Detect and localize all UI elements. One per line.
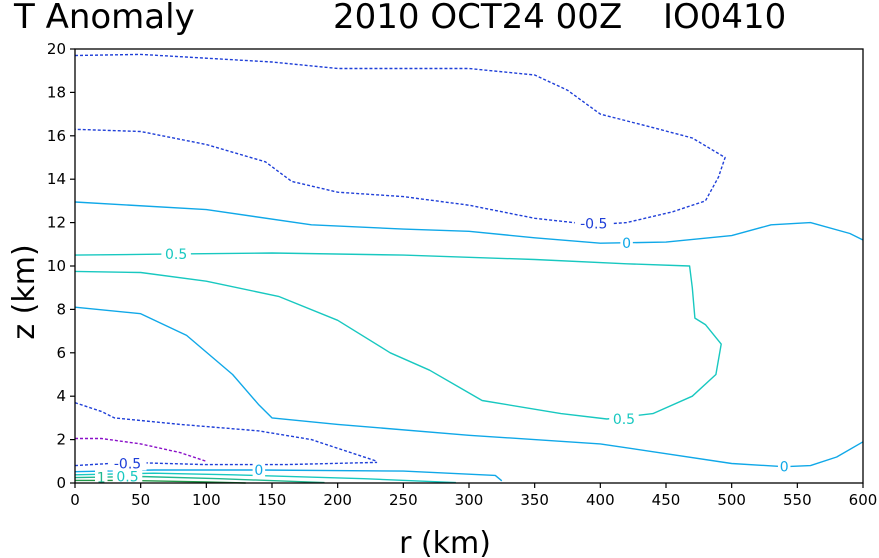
x-tick-label: 150 — [258, 491, 287, 509]
y-tick-label: 14 — [47, 170, 66, 188]
plot-frame — [74, 48, 864, 484]
x-tick-label: 500 — [717, 491, 746, 509]
y-tick-label: 0 — [56, 474, 66, 492]
x-axis-label: r (km) — [399, 526, 491, 558]
contour-label-bg — [777, 458, 791, 474]
y-tick-label: 4 — [56, 387, 66, 405]
contour-line-neg0_5-4 — [74, 402, 378, 462]
contour-label: 0.5 — [116, 469, 138, 485]
contour-label: 0 — [254, 463, 263, 479]
contour-label: 0 — [780, 460, 789, 476]
y-tick-label: 16 — [47, 127, 66, 145]
contour-line-0-3 — [74, 306, 864, 468]
contour-label: 0.5 — [165, 247, 187, 263]
y-axis-label: z (km) — [7, 244, 42, 339]
x-tick-label: 50 — [131, 491, 150, 509]
contour-line-0_5-2 — [74, 252, 722, 420]
contour-label-bg — [620, 235, 633, 251]
x-tick-label: 450 — [652, 491, 681, 509]
contour-label-bg — [252, 461, 266, 477]
chart-title-datetime: 2010 OCT24 00Z — [333, 0, 622, 37]
chart-title-case-id: IO0410 — [663, 0, 786, 37]
contour-label-bg — [161, 246, 191, 262]
contour-lines — [74, 53, 864, 484]
y-tick-label: 6 — [56, 344, 66, 362]
contour-label-bg — [108, 455, 147, 471]
contour-line-1-9 — [74, 475, 325, 484]
contour-line-neg1-5 — [75, 437, 207, 462]
contour-line-0-1 — [74, 201, 864, 244]
x-tick-label: 300 — [455, 491, 484, 509]
x-axis-ticks: 0 50 100 150 200 250 300 350 400 450 500 550 600 — [70, 483, 877, 509]
x-tick-label: 600 — [849, 491, 878, 509]
y-tick-label: 12 — [47, 214, 66, 232]
x-tick-label: 350 — [520, 491, 549, 509]
contour-label-bg — [574, 215, 613, 231]
x-tick-label: 200 — [323, 491, 352, 509]
contour-label: 0.5 — [613, 412, 635, 428]
y-tick-label: 8 — [56, 300, 66, 318]
contour-label-bg — [112, 468, 143, 484]
contour-label-bg — [609, 410, 639, 426]
contour-label: 0 — [622, 236, 631, 252]
y-tick-label: 20 — [47, 40, 66, 58]
contour-labels: -0.5 0 0.5 0.5 0 -0.5 0 1 0.5 — [95, 215, 791, 487]
contour-label: 1 — [97, 471, 106, 487]
y-tick-label: 2 — [56, 431, 66, 449]
contour-line-neg0_5-0 — [74, 53, 726, 226]
x-tick-label: 100 — [192, 491, 221, 509]
contour-label: -0.5 — [114, 456, 141, 472]
y-tick-label: 10 — [47, 257, 66, 275]
x-tick-label: 400 — [586, 491, 615, 509]
y-tick-label: 18 — [47, 83, 66, 101]
x-tick-label: 250 — [389, 491, 418, 509]
contour-label-bg — [95, 469, 108, 485]
contour-label: -0.5 — [580, 217, 607, 233]
chart-title-variable: T Anomaly — [13, 0, 195, 37]
x-tick-label: 0 — [70, 491, 80, 509]
x-tick-label: 550 — [783, 491, 812, 509]
y-axis-ticks: 0 2 4 6 8 10 12 14 16 18 20 — [47, 40, 75, 492]
